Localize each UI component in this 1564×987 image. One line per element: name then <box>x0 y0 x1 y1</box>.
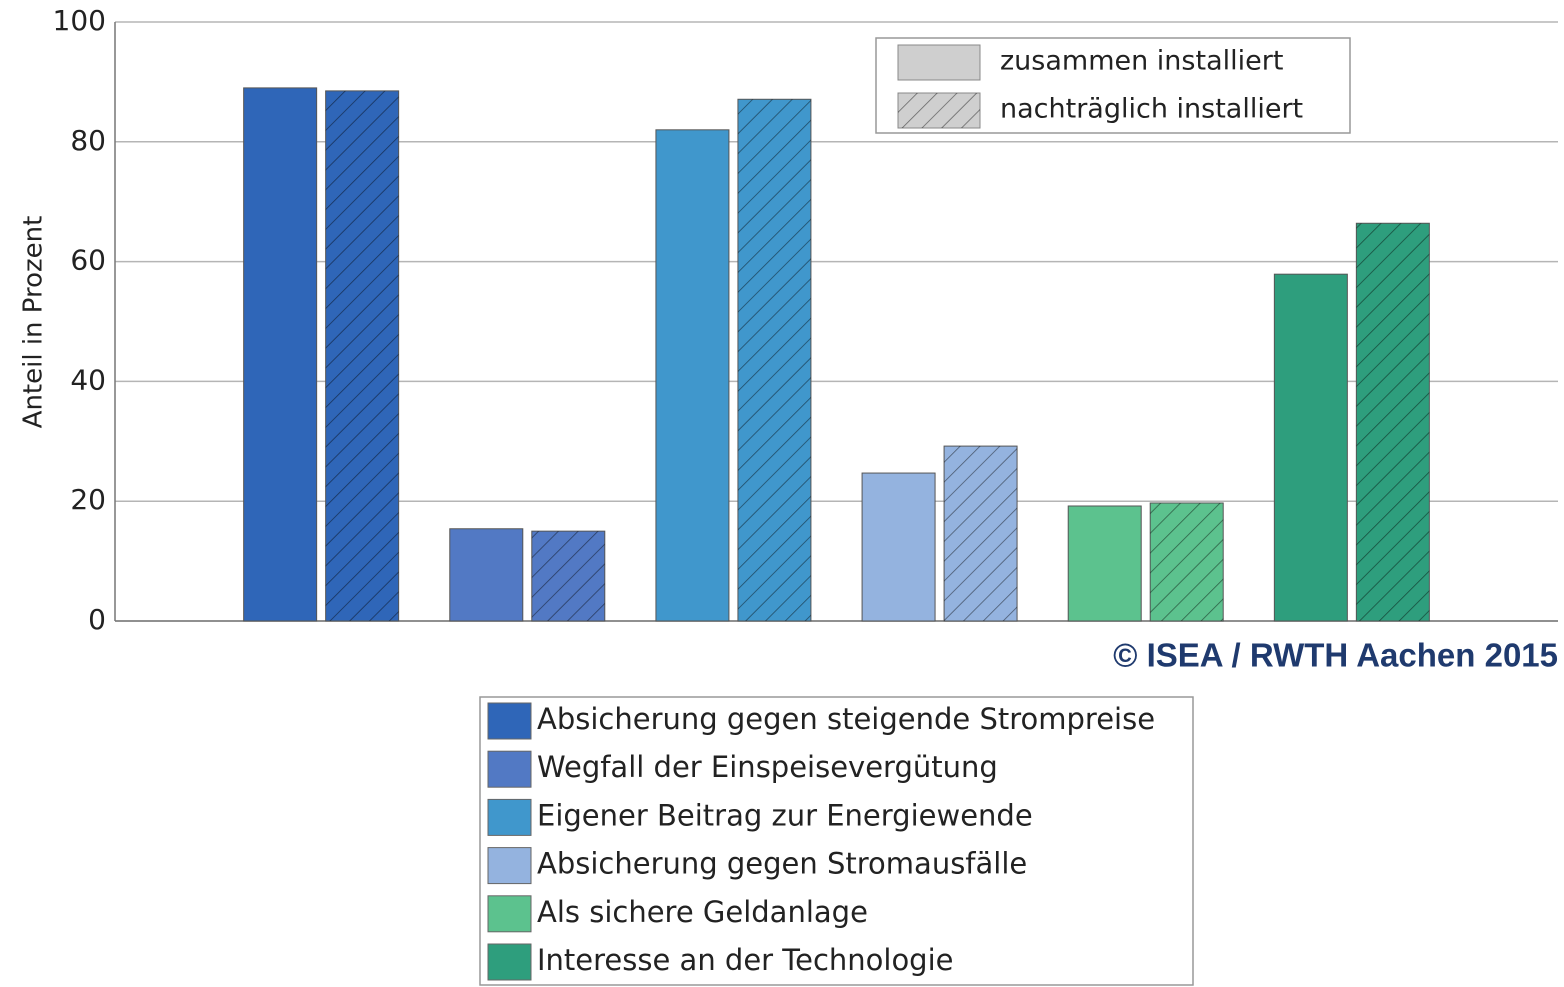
category-label: Als sichere Geldanlage <box>537 895 868 929</box>
category-swatch <box>487 750 532 788</box>
bar <box>655 129 730 622</box>
copyright: © ISEA / RWTH Aachen 2015 <box>1113 637 1558 674</box>
y-tick-label: 40 <box>70 363 106 396</box>
bar-hatch <box>737 99 811 621</box>
category-legend <box>479 696 1194 986</box>
bar <box>861 472 936 622</box>
bar <box>449 528 524 622</box>
y-tick-label: 20 <box>70 483 106 516</box>
bar <box>1273 273 1348 622</box>
legend-label: nachträglich installiert <box>1000 94 1303 125</box>
y-tick-label: 60 <box>70 244 106 277</box>
legend-swatch-hatch <box>898 93 980 128</box>
bar <box>1067 505 1142 622</box>
legend-label: zusammen installiert <box>1000 46 1283 77</box>
category-swatch <box>487 702 532 740</box>
bar-hatch <box>1150 502 1224 621</box>
y-axis-label: Anteil in Prozent <box>19 216 49 429</box>
y-tick-label: 0 <box>88 603 106 636</box>
bar-hatch <box>325 90 399 621</box>
bar-hatch <box>1356 223 1430 622</box>
category-swatch <box>487 798 532 836</box>
category-label: Interesse an der Technologie <box>537 943 954 977</box>
legend-swatch <box>897 44 981 81</box>
bar-hatch <box>531 531 605 621</box>
bar-hatch <box>944 446 1018 621</box>
category-label: Absicherung gegen Stromausfälle <box>537 847 1027 881</box>
category-swatch <box>487 943 532 981</box>
category-swatch <box>487 895 532 933</box>
category-swatch <box>487 847 532 885</box>
bar <box>243 87 318 622</box>
category-label: Absicherung gegen steigende Strompreise <box>537 702 1155 736</box>
y-tick-label: 80 <box>70 124 106 157</box>
y-tick-label: 100 <box>53 4 106 37</box>
category-label: Wegfall der Einspeisevergütung <box>537 750 998 784</box>
category-label: Eigener Beitrag zur Energiewende <box>537 798 1033 832</box>
